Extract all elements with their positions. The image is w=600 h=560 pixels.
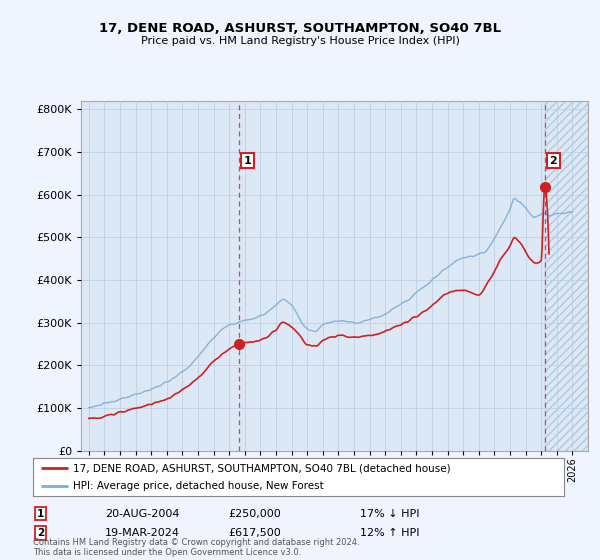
Text: £250,000: £250,000	[228, 508, 281, 519]
Text: 2: 2	[37, 528, 44, 538]
Bar	[545, 101, 588, 451]
Text: 12% ↑ HPI: 12% ↑ HPI	[360, 528, 419, 538]
Text: HPI: Average price, detached house, New Forest: HPI: Average price, detached house, New …	[73, 481, 323, 491]
Text: 17, DENE ROAD, ASHURST, SOUTHAMPTON, SO40 7BL: 17, DENE ROAD, ASHURST, SOUTHAMPTON, SO4…	[99, 22, 501, 35]
Text: 19-MAR-2024: 19-MAR-2024	[105, 528, 180, 538]
Text: 17, DENE ROAD, ASHURST, SOUTHAMPTON, SO40 7BL (detached house): 17, DENE ROAD, ASHURST, SOUTHAMPTON, SO4…	[73, 463, 451, 473]
Text: 2: 2	[550, 156, 557, 166]
Text: Contains HM Land Registry data © Crown copyright and database right 2024.
This d: Contains HM Land Registry data © Crown c…	[33, 538, 359, 557]
Text: 17% ↓ HPI: 17% ↓ HPI	[360, 508, 419, 519]
Text: £617,500: £617,500	[228, 528, 281, 538]
Text: 1: 1	[244, 156, 251, 166]
Text: 1: 1	[37, 508, 44, 519]
Text: Price paid vs. HM Land Registry's House Price Index (HPI): Price paid vs. HM Land Registry's House …	[140, 36, 460, 46]
Text: 20-AUG-2004: 20-AUG-2004	[105, 508, 179, 519]
